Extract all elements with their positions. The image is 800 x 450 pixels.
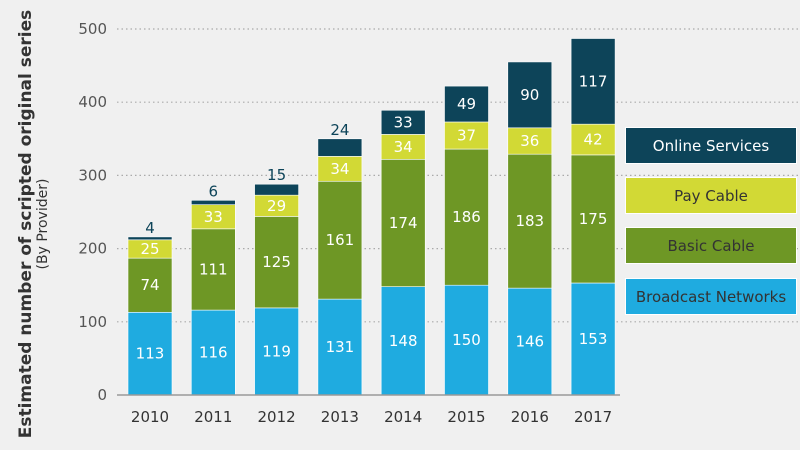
data-label: 125 [262, 253, 291, 271]
data-label: 33 [204, 208, 223, 226]
data-label: 24 [330, 121, 349, 139]
bar-stack-2014: 148 174 34 33 [380, 109, 426, 396]
bar-stack-2015: 150 186 37 49 [444, 85, 489, 396]
bar-segment-basic-cable [254, 216, 299, 309]
data-label: 113 [136, 345, 165, 363]
data-label: 175 [579, 210, 608, 228]
bar-segment-broadcast-networks [380, 286, 426, 396]
data-label: 90 [520, 86, 539, 104]
bar-segment-basic-cable [191, 228, 236, 311]
data-label: 29 [267, 197, 286, 215]
bar-stack-2012: 119 125 29 15 [254, 166, 299, 396]
x-tick-label: 2014 [384, 408, 422, 426]
bar-segment-broadcast-networks [127, 311, 173, 396]
y-tick-label: 400 [78, 93, 107, 111]
y-axis-ticks: 0 100 200 300 400 500 [78, 20, 107, 404]
bar-stack-2016: 146 183 36 90 [507, 61, 553, 396]
y-axis-title: Estimated number of scripted original se… [16, 10, 36, 439]
data-label: 6 [209, 182, 219, 200]
x-axis-ticks: 2010 2011 2012 2013 2014 2015 2016 2017 [131, 408, 612, 426]
bar-segment-pay-cable [380, 134, 426, 160]
legend-label: Online Services [652, 136, 770, 155]
bar-segment-pay-cable [570, 123, 616, 156]
bar-segment-pay-cable [444, 121, 489, 150]
y-tick-label: 300 [78, 166, 107, 184]
bar-segment-online-services [127, 236, 173, 241]
y-tick-label: 200 [78, 240, 107, 258]
bar-segment-online-services [570, 38, 616, 125]
data-label: 119 [262, 342, 291, 360]
bar-segment-basic-cable [444, 148, 489, 286]
bar-segment-basic-cable [127, 257, 173, 313]
legend-item-basic-cable: Basic Cable [625, 227, 797, 264]
bar-segment-basic-cable [570, 154, 616, 284]
data-label: 111 [199, 260, 228, 278]
data-label: 186 [452, 208, 481, 226]
x-tick-label: 2013 [321, 408, 359, 426]
x-tick-label: 2017 [574, 408, 612, 426]
bar-segment-broadcast-networks [570, 282, 616, 396]
data-label: 4 [145, 219, 155, 237]
data-label: 117 [579, 72, 608, 90]
data-label: 146 [515, 333, 544, 351]
legend-item-broadcast-networks: Broadcast Networks [625, 278, 797, 315]
bar-segment-online-services [191, 199, 236, 205]
legend-label: Basic Cable [667, 236, 755, 255]
data-label: 34 [330, 160, 349, 178]
bar-segment-broadcast-networks [507, 287, 553, 396]
bar-segment-online-services [317, 138, 363, 157]
legend-item-online-services: Online Services [625, 127, 797, 164]
bar-segment-broadcast-networks [317, 298, 363, 396]
legend-label: Broadcast Networks [635, 287, 787, 306]
bar-segment-broadcast-networks [444, 284, 489, 396]
bar-stack-2010: 113 74 25 4 [127, 219, 173, 396]
bar-segment-online-services [380, 109, 426, 135]
x-tick-label: 2010 [131, 408, 169, 426]
data-label: 74 [140, 276, 159, 294]
bar-stack-2013: 131 161 34 24 [317, 121, 363, 396]
data-label: 49 [457, 95, 476, 113]
data-label: 183 [515, 212, 544, 230]
y-tick-label: 100 [78, 313, 107, 331]
bar-segment-basic-cable [317, 180, 363, 300]
data-label: 161 [326, 231, 355, 249]
data-label: 148 [389, 332, 418, 350]
x-tick-label: 2012 [258, 408, 296, 426]
legend-item-pay-cable: Pay Cable [625, 177, 797, 214]
data-label: 153 [579, 330, 608, 348]
bars: 113 74 25 4 116 111 33 6 119 125 29 15 131 161 34 24 148… [127, 38, 616, 396]
x-tick-label: 2011 [194, 408, 232, 426]
data-label: 37 [457, 127, 476, 145]
bar-segment-online-services [254, 183, 299, 196]
bar-segment-basic-cable [507, 153, 553, 289]
data-label: 36 [520, 132, 539, 150]
data-label: 150 [452, 331, 481, 349]
data-label: 25 [140, 240, 159, 258]
data-label: 15 [267, 166, 286, 184]
data-label: 33 [394, 113, 413, 131]
x-tick-label: 2016 [511, 408, 549, 426]
bar-segment-pay-cable [191, 204, 236, 230]
bar-segment-online-services [507, 61, 553, 129]
bar-segment-online-services [444, 85, 489, 123]
bar-stack-2017: 153 175 42 117 [570, 38, 616, 396]
x-tick-label: 2015 [447, 408, 485, 426]
data-label: 131 [326, 338, 355, 356]
data-label: 42 [584, 131, 603, 149]
legend-label: Pay Cable [674, 186, 748, 205]
bar-stack-2011: 116 111 33 6 [191, 182, 236, 396]
data-label: 174 [389, 214, 418, 232]
bar-segment-basic-cable [380, 158, 426, 287]
y-axis-subtitle: (By Provider) [35, 179, 51, 270]
y-tick-label: 0 [97, 386, 107, 404]
data-label: 116 [199, 344, 228, 362]
data-label: 34 [394, 138, 413, 156]
y-tick-label: 500 [78, 20, 107, 38]
